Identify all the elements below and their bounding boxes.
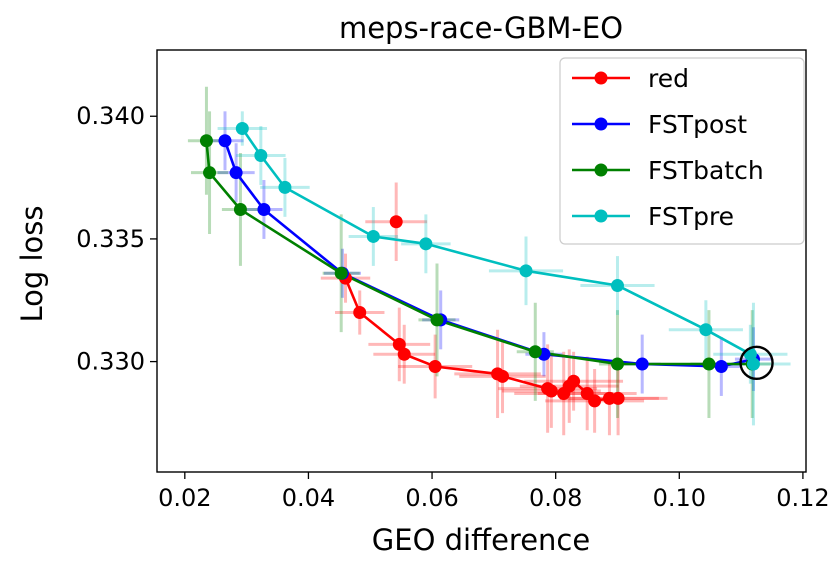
- legend-marker: [594, 163, 608, 177]
- data-point: [528, 345, 542, 359]
- x-axis-ticks: 0.02 0.04 0.06 0.08 0.10 0.12: [158, 472, 830, 512]
- data-point: [588, 394, 602, 408]
- x-tick-label: 0.02: [158, 484, 211, 512]
- data-point: [334, 266, 348, 280]
- data-point: [567, 374, 581, 388]
- data-point: [519, 264, 533, 278]
- legend: red FSTpost FSTbatch FSTpre: [559, 57, 805, 245]
- data-point: [278, 180, 292, 194]
- legend-marker: [594, 117, 608, 131]
- data-point: [419, 237, 433, 251]
- y-axis-title: Log loss: [15, 205, 49, 322]
- data-point: [392, 337, 406, 351]
- data-point: [610, 357, 624, 371]
- legend-box: [559, 57, 805, 245]
- data-point: [746, 357, 760, 371]
- y-tick-label: 0.335: [76, 225, 145, 253]
- data-point: [610, 279, 624, 293]
- data-point: [203, 166, 217, 180]
- x-tick-label: 0.12: [776, 484, 829, 512]
- data-point: [544, 384, 558, 398]
- legend-label: FSTpost: [648, 110, 747, 139]
- x-tick-label: 0.06: [405, 484, 458, 512]
- plot-frame: [156, 49, 807, 473]
- data-point: [611, 391, 625, 405]
- y-axis-ticks: 0.330 0.335 0.340: [76, 102, 157, 376]
- data-point: [366, 229, 380, 243]
- legend-marker: [594, 71, 608, 85]
- data-point: [714, 360, 728, 373]
- x-axis-title: GEO difference: [372, 523, 590, 557]
- data-point: [428, 360, 442, 373]
- legend-marker: [594, 209, 608, 223]
- data-point: [353, 306, 367, 320]
- y-tick-label: 0.340: [76, 102, 145, 130]
- data-point: [389, 215, 403, 229]
- chart-title: meps-race-GBM-EO: [339, 11, 623, 45]
- x-tick-label: 0.04: [282, 484, 335, 512]
- data-point: [699, 323, 713, 337]
- data-point: [430, 313, 444, 327]
- legend-label: red: [648, 64, 689, 93]
- y-tick-label: 0.330: [76, 348, 145, 376]
- x-tick-label: 0.10: [653, 484, 706, 512]
- data-point: [233, 202, 247, 216]
- data-point: [254, 149, 268, 162]
- data-point: [199, 134, 213, 148]
- series-markers: [199, 122, 760, 408]
- data-point: [702, 357, 716, 371]
- data-point: [257, 202, 271, 216]
- highlight-circle: [739, 345, 774, 381]
- data-point: [218, 134, 232, 148]
- legend-label: FSTpre: [648, 202, 734, 231]
- data-point: [235, 122, 249, 136]
- annotation: [739, 345, 774, 381]
- x-tick-label: 0.08: [529, 484, 582, 512]
- series-line: [241, 127, 755, 365]
- data-point: [635, 357, 649, 371]
- data-point: [397, 347, 411, 361]
- data-point: [229, 166, 243, 180]
- data-point: [496, 369, 510, 383]
- legend-label: FSTbatch: [648, 156, 764, 185]
